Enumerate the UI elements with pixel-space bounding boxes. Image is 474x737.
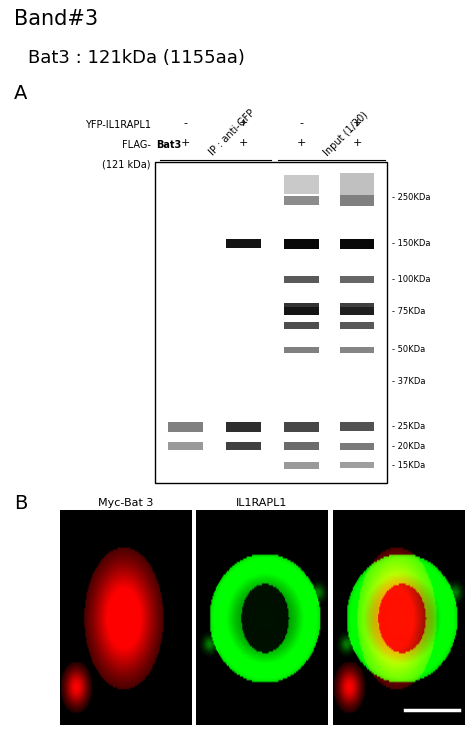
Text: +: +	[297, 138, 306, 148]
Bar	[284, 307, 319, 315]
Text: FLAG-: FLAG-	[122, 141, 151, 150]
Bar	[339, 443, 374, 450]
Text: (121 kDa): (121 kDa)	[102, 160, 151, 170]
Text: -: -	[183, 118, 187, 128]
Bar	[339, 422, 374, 431]
Bar	[226, 442, 261, 450]
Bar	[284, 347, 319, 353]
Bar	[168, 422, 203, 432]
Bar	[339, 307, 374, 315]
Text: +: +	[238, 138, 248, 148]
Bar	[284, 462, 319, 469]
Text: IL1RAPL1: IL1RAPL1	[237, 498, 288, 508]
Text: -: -	[299, 118, 303, 128]
Bar	[284, 442, 319, 450]
Text: YFP-IL1RAPL1: YFP-IL1RAPL1	[84, 120, 151, 130]
Bar	[339, 463, 374, 468]
Bar	[226, 240, 261, 248]
Text: Bat3 : 121kDa (1155aa): Bat3 : 121kDa (1155aa)	[27, 49, 245, 67]
Bar	[284, 276, 319, 283]
Text: - 75KDa: - 75KDa	[392, 307, 425, 315]
Bar	[339, 347, 374, 353]
Text: Myc-Bat 3: Myc-Bat 3	[98, 498, 153, 508]
Bar	[339, 195, 374, 206]
Bar	[339, 239, 374, 249]
Text: - 15KDa: - 15KDa	[392, 461, 425, 470]
Text: - 25KDa: - 25KDa	[392, 422, 425, 431]
Bar	[168, 442, 203, 450]
Bar	[284, 239, 319, 249]
Bar	[284, 175, 319, 194]
Text: - 150KDa: - 150KDa	[392, 240, 430, 248]
Bar	[339, 173, 374, 195]
Text: - 100KDa: - 100KDa	[392, 275, 430, 284]
Bar	[339, 276, 374, 283]
Text: +: +	[238, 118, 248, 128]
Text: Bat3: Bat3	[156, 141, 182, 150]
Text: - 20KDa: - 20KDa	[392, 441, 425, 450]
Text: Band#3: Band#3	[14, 9, 98, 29]
Text: - 250KDa: - 250KDa	[392, 193, 430, 202]
Text: - 37KDa: - 37KDa	[392, 377, 425, 386]
Bar	[284, 422, 319, 432]
Bar	[339, 303, 374, 310]
Text: +: +	[181, 138, 190, 148]
Bar	[284, 322, 319, 329]
Text: A: A	[14, 84, 27, 102]
Text: +: +	[352, 138, 362, 148]
Bar	[284, 195, 319, 206]
Text: Input (1/20): Input (1/20)	[322, 110, 370, 158]
Bar	[226, 422, 261, 432]
Text: - 50KDa: - 50KDa	[392, 346, 425, 354]
Text: B: B	[14, 494, 27, 513]
Bar	[339, 322, 374, 329]
Text: IP : anti-GFP: IP : anti-GFP	[207, 108, 257, 158]
Text: +: +	[352, 118, 362, 128]
Bar	[284, 303, 319, 310]
